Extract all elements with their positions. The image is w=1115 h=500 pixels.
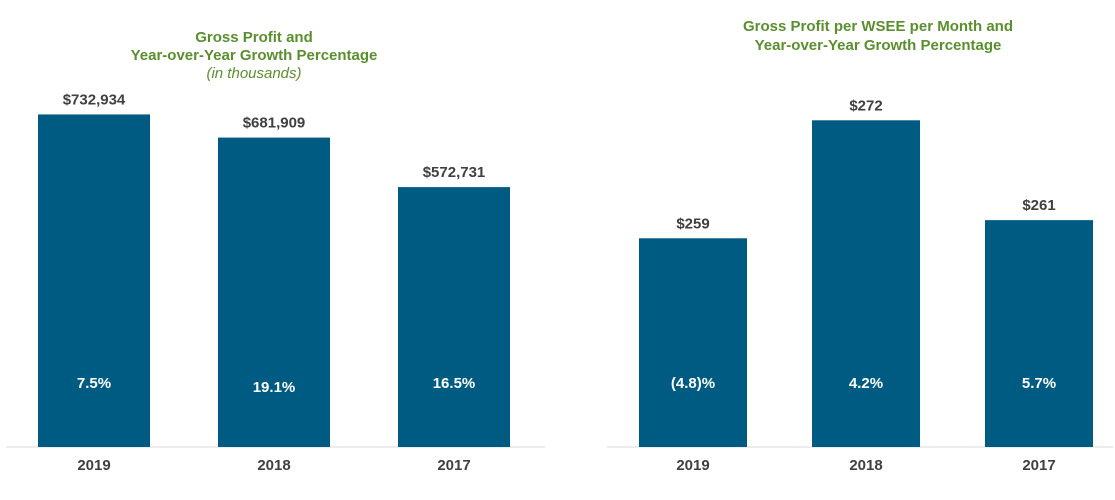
chart-left-growth-label-2019: 7.5% [77,375,111,392]
chart-left-marks: $732,934 7.5% 2019 $681,909 19.1% 2018 $572,73… [38,91,510,474]
chart-right-tick-label-2017: 2017 [1022,457,1055,474]
chart-right-growth-label-2019: (4.8)% [671,375,715,392]
chart-right: Gross Profit per WSEE per Month and Year… [607,18,1113,474]
chart-left-tick-label-2019: 2019 [77,457,110,474]
chart-right-value-label-2018: $272 [849,97,882,114]
chart-right-bar-2018 [812,120,920,448]
chart-left-tick-label-2017: 2017 [437,457,470,474]
chart-left-tick-label-2018: 2018 [257,457,290,474]
chart-right-bar-2017 [985,220,1093,447]
chart-left-growth-label-2017: 16.5% [433,375,476,392]
chart-left-bar-2018 [218,137,330,447]
chart-right-bar-2019 [639,238,747,447]
chart-left-growth-label-2018: 19.1% [253,379,296,396]
chart-right-value-label-2017: $261 [1022,197,1055,214]
chart-right-growth-label-2017: 5.7% [1022,375,1056,392]
chart-left-subtitle: (in thousands) [206,65,301,82]
chart-right-title: Gross Profit per WSEE per Month and [743,18,1013,35]
chart-left-value-label-2018: $681,909 [243,115,306,132]
chart-left: Gross Profit and Year-over-Year Growth P… [6,29,545,474]
chart-right-title-line2: Year-over-Year Growth Percentage [755,37,1002,54]
chart-right-growth-label-2018: 4.2% [849,375,883,392]
chart-right-tick-label-2018: 2018 [849,457,882,474]
chart-left-title: Gross Profit and [195,29,313,46]
chart-left-title-line2: Year-over-Year Growth Percentage [131,47,378,64]
chart-right-tick-label-2019: 2019 [676,457,709,474]
chart-right-value-label-2019: $259 [676,215,709,232]
chart-left-bar-2019 [38,114,150,447]
chart-left-value-label-2017: $572,731 [423,164,486,181]
chart-left-value-label-2019: $732,934 [63,91,126,108]
chart-right-marks: $259 (4.8)% 2019 $272 4.2% 2018 $261 5.7% 2017 [639,97,1093,474]
chart-left-bar-2017 [398,187,510,448]
